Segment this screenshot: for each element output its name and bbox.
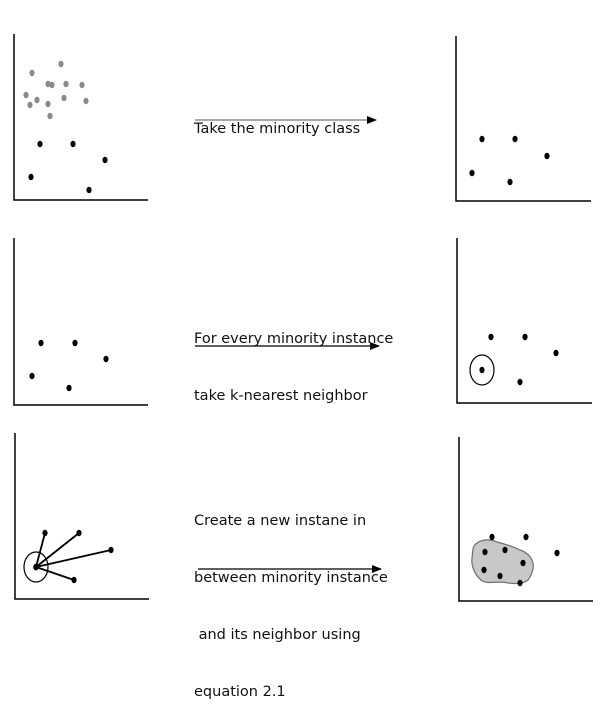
minority-point (42, 529, 48, 537)
neighbor-links (35, 532, 112, 581)
minority-point (553, 349, 559, 357)
synthetic-point (482, 548, 488, 556)
majority-point (47, 112, 53, 120)
minority-point (507, 178, 513, 186)
minority-point (544, 152, 550, 160)
majority-point (83, 97, 89, 105)
minority-class-points (469, 135, 550, 186)
step-1-caption: Take the minority class (194, 82, 360, 158)
plot-axes (458, 437, 593, 602)
majority-point (23, 91, 29, 99)
plot-minority-only (455, 36, 591, 202)
majority-point (34, 96, 40, 104)
majority-point (63, 80, 69, 88)
step-3-caption: Create a new instane in between minority… (194, 474, 388, 721)
neighbor-link (35, 532, 46, 568)
minority-point (469, 169, 475, 177)
plot-neighbor-links (14, 433, 149, 600)
smote-diagram (13, 34, 593, 602)
minority-point (517, 378, 523, 386)
majority-point (45, 80, 51, 88)
majority-point (49, 81, 55, 89)
minority-point (523, 533, 529, 541)
plot-minority-input (13, 238, 148, 406)
minority-point (33, 563, 39, 571)
synthetic-points (482, 546, 526, 580)
plot-axes (14, 433, 149, 600)
minority-point (489, 533, 495, 541)
minority-point (70, 140, 76, 148)
neighbor-link (35, 532, 80, 568)
minority-point (102, 156, 108, 164)
minority-point (522, 333, 528, 341)
majority-point (79, 81, 85, 89)
step-2-caption: For every minority instance take k-neare… (194, 292, 393, 425)
plot-original-dataset (13, 34, 148, 201)
caption-line: Create a new instane in (194, 513, 367, 529)
neighbor-link (35, 566, 75, 581)
selected-instance-circle (23, 551, 49, 583)
caption-line: between minority instance (194, 570, 388, 586)
majority-point (61, 94, 67, 102)
caption-line: take k-nearest neighbor (194, 388, 368, 404)
minority-point (29, 372, 35, 380)
minority-point (72, 339, 78, 347)
minority-class-points (481, 533, 560, 587)
majority-point (29, 69, 35, 77)
majority-point (27, 101, 33, 109)
minority-class-points (479, 333, 559, 386)
minority-class-points (28, 140, 108, 194)
minority-class-points (29, 339, 109, 392)
caption-line: equation 2.1 (194, 684, 286, 700)
synthetic-point (520, 559, 526, 567)
plot-nearest-neighbor (456, 238, 592, 404)
neighbor-link (35, 549, 112, 568)
majority-point (45, 100, 51, 108)
synthetic-point (497, 572, 503, 580)
majority-class-points (23, 60, 89, 120)
minority-point (488, 333, 494, 341)
minority-point (103, 355, 109, 363)
minority-class-points (33, 529, 114, 584)
minority-point (76, 529, 82, 537)
minority-point (71, 576, 77, 584)
plot-synthetic-samples (458, 437, 593, 602)
caption-line: For every minority instance (194, 331, 394, 347)
minority-point (86, 186, 92, 194)
minority-point (28, 173, 34, 181)
minority-point (479, 366, 485, 374)
caption-line: and its neighbor using (194, 627, 361, 643)
minority-point (479, 135, 485, 143)
majority-point (58, 60, 64, 68)
plot-axes (13, 238, 148, 406)
minority-point (38, 339, 44, 347)
minority-point (512, 135, 518, 143)
plot-axes (456, 238, 592, 404)
minority-point (481, 566, 487, 574)
synthetic-point (502, 546, 508, 554)
selected-instance-circle (469, 354, 495, 386)
minority-point (37, 140, 43, 148)
minority-point (66, 384, 72, 392)
plot-axes (455, 36, 591, 202)
plot-axes (13, 34, 148, 201)
minority-point (108, 546, 114, 554)
caption-line: Take the minority class (194, 121, 361, 137)
minority-point (517, 579, 523, 587)
minority-point (554, 549, 560, 557)
